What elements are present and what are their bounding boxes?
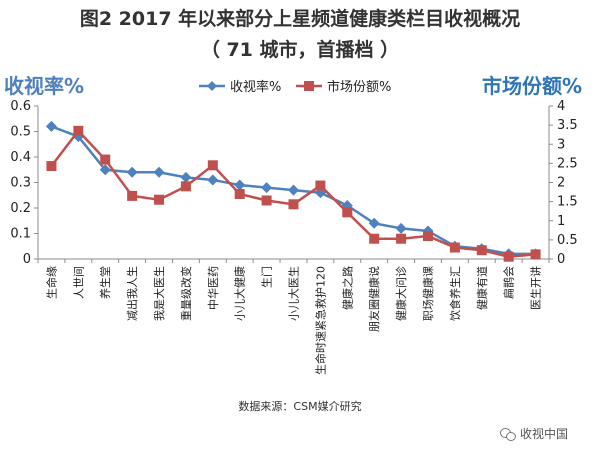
right-y-tick-label: 2 [557, 176, 565, 191]
series-2-point [369, 233, 380, 244]
series-2-point [449, 242, 460, 253]
series-1-point [395, 222, 407, 234]
left-y-tick-label: 0.4 [10, 150, 31, 165]
left-y-tick-label: 0.6 [10, 99, 31, 114]
x-tick-label: 健康有道 [475, 266, 489, 310]
right-y-tick-label: 4 [557, 99, 565, 114]
watermark-label: 收视中国 [520, 427, 569, 441]
series-2-point [73, 125, 84, 136]
right-y-tick-label: 2.5 [557, 156, 578, 171]
data-source-note: 数据来源：CSM媒介研究 [238, 400, 362, 413]
x-tick-label: 扁鹊会 [502, 266, 516, 299]
legend-label-1: 收视率% [230, 79, 281, 95]
series-2-point [342, 207, 353, 218]
x-tick-label: 生命时速紧急救护120 [313, 266, 327, 375]
right-y-tick-label: 0.5 [557, 233, 578, 248]
right-y-tick-label: 1.5 [557, 195, 578, 210]
series-1-point [153, 166, 165, 178]
x-tick-label: 养生堂 [98, 266, 112, 299]
series-2-point [288, 199, 299, 210]
x-tick-label: 饮食养生汇 [448, 266, 462, 321]
chart-subtitle: （ 71 城市，首播档 ） [200, 39, 400, 61]
legend-label-2: 市场份额% [327, 79, 391, 95]
right-y-tick-label: 3 [557, 137, 565, 152]
series-1-point [207, 174, 219, 186]
series-1-point [126, 166, 138, 178]
series-2-point [180, 181, 191, 192]
x-tick-label: 朋友圈健康说 [367, 266, 381, 332]
series-2-point [396, 233, 407, 244]
left-y-tick-label: 0.2 [10, 201, 31, 216]
x-tick-label: 健康之路 [340, 266, 354, 310]
right-y-tick-label: 1 [557, 214, 565, 229]
series-2-point [127, 190, 138, 201]
chart-title: 图2 2017 年以来部分上星频道健康类栏目收视概况 [79, 8, 521, 30]
series-2-point [100, 154, 111, 165]
watermark: 收视中国 [500, 425, 568, 442]
series-2-point [154, 194, 165, 205]
x-tick-label: 中华医药 [206, 266, 220, 310]
left-y-tick-label: 0.5 [10, 125, 31, 140]
legend-marker-2 [304, 81, 314, 91]
x-tick-label: 小儿大健康 [233, 266, 247, 321]
x-tick-label: 减出我人生 [125, 266, 139, 321]
x-tick-label: 生门 [260, 266, 274, 288]
right-y-tick-label: 0 [557, 252, 565, 267]
series-2-point [422, 231, 433, 242]
right-y-tick-label: 3.5 [557, 118, 578, 133]
x-tick-label: 人世间 [72, 266, 85, 299]
series-1-point [368, 217, 380, 229]
left-axis-title: 收视率% [4, 74, 85, 98]
left-y-tick-label: 0.3 [10, 176, 31, 191]
legend-marker-1 [207, 81, 217, 91]
x-tick-label: 职场健康课 [421, 266, 435, 321]
series-1-point [288, 184, 299, 196]
x-tick-label: 重量级改变 [179, 266, 193, 321]
series-1-point [99, 164, 111, 176]
series-2-point [315, 180, 326, 191]
x-tick-label: 医生开讲 [529, 266, 543, 310]
left-y-tick-label: 0.1 [10, 227, 31, 242]
x-tick-label: 健康大问诊 [394, 266, 408, 321]
series-2-point [530, 249, 541, 260]
x-tick-label: 生命缘 [44, 266, 58, 299]
left-y-tick-label: 0 [23, 252, 31, 267]
series-1-point [234, 179, 246, 191]
series-2-point [261, 195, 272, 206]
series-2-point [476, 245, 487, 256]
right-axis-title: 市场份额% [482, 74, 583, 98]
series-1-point [261, 182, 273, 194]
wechat-icon [500, 427, 516, 441]
series-1-point [45, 120, 57, 132]
series-2-point [503, 251, 514, 262]
x-tick-label: 小儿大医生 [287, 266, 301, 321]
series-2-point [234, 188, 245, 199]
series-2-point [46, 161, 57, 172]
series-2-point [207, 160, 218, 171]
x-tick-label: 我是大医生 [152, 266, 166, 321]
series-1-point [180, 171, 192, 183]
